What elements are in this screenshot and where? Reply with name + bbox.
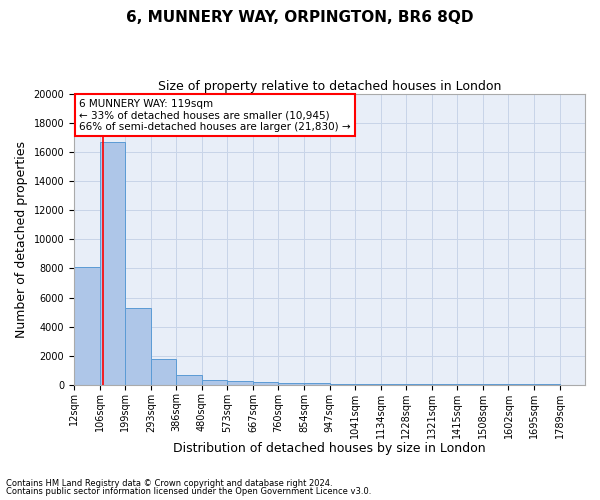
Bar (304, 383, 329, 384)
Bar (100, 142, 125, 384)
Bar (202, 380, 227, 384)
Bar (278, 382, 304, 384)
Bar (227, 382, 253, 384)
Bar (125, 308, 151, 384)
Text: 6 MUNNERY WAY: 119sqm
← 33% of detached houses are smaller (10,945)
66% of semi-: 6 MUNNERY WAY: 119sqm ← 33% of detached … (79, 98, 351, 132)
Bar (253, 382, 278, 384)
Y-axis label: Number of detached properties: Number of detached properties (15, 141, 28, 338)
Title: Size of property relative to detached houses in London: Size of property relative to detached ho… (158, 80, 501, 93)
X-axis label: Distribution of detached houses by size in London: Distribution of detached houses by size … (173, 442, 486, 455)
Text: Contains public sector information licensed under the Open Government Licence v3: Contains public sector information licen… (6, 487, 371, 496)
Bar (74, 267, 100, 384)
Bar (151, 360, 176, 384)
Text: Contains HM Land Registry data © Crown copyright and database right 2024.: Contains HM Land Registry data © Crown c… (6, 478, 332, 488)
Text: 6, MUNNERY WAY, ORPINGTON, BR6 8QD: 6, MUNNERY WAY, ORPINGTON, BR6 8QD (126, 10, 474, 25)
Bar (176, 376, 202, 384)
